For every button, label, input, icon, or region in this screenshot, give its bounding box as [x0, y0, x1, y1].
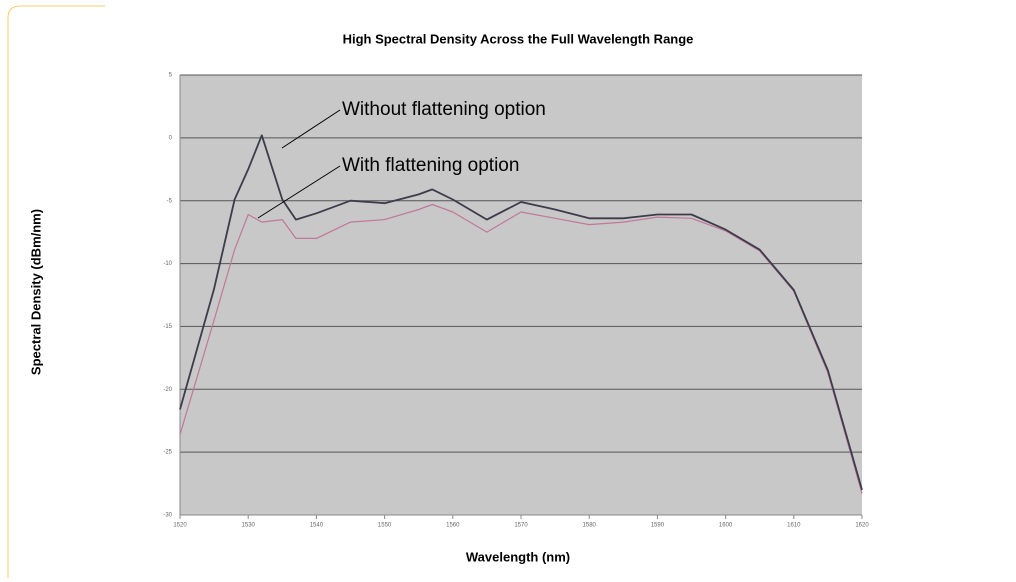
x-tick-label: 1560 — [446, 523, 460, 529]
y-tick-label: 0 — [169, 135, 173, 141]
chart-title: High Spectral Density Across the Full Wa… — [343, 31, 694, 46]
leader-line — [257, 165, 341, 219]
y-tick-label: -30 — [163, 513, 172, 519]
y-tick-label: -20 — [163, 387, 172, 393]
x-axis-label: Wavelength (nm) — [466, 549, 570, 564]
plot-area — [180, 75, 862, 515]
frame — [7, 5, 105, 578]
x-tick-label: 1620 — [855, 523, 869, 529]
x-tick-label: 1580 — [583, 523, 597, 529]
y-axis-label: Spectral Density (dBm/nm) — [28, 209, 43, 375]
y-tick-label: -10 — [163, 261, 172, 267]
y-tick-label: -5 — [167, 198, 173, 204]
x-tick-label: 1590 — [651, 523, 665, 529]
line-series — [179, 203, 863, 494]
leader-line — [281, 109, 341, 149]
x-tick-label: 1530 — [242, 523, 256, 529]
line-series — [179, 134, 863, 491]
y-tick-label: 5 — [169, 73, 173, 79]
y-tick-label: -15 — [163, 324, 172, 330]
x-tick-label: 1550 — [378, 523, 392, 529]
x-tick-label: 1570 — [514, 523, 528, 529]
legend-label: Without flattening option — [342, 99, 546, 120]
x-tick-label: 1600 — [719, 523, 733, 529]
x-tick-label: 1520 — [173, 523, 187, 529]
y-tick-label: -25 — [163, 450, 172, 456]
x-tick-label: 1610 — [787, 523, 801, 529]
legend-label: With flattening option — [342, 155, 519, 176]
x-tick-label: 1540 — [310, 523, 324, 529]
